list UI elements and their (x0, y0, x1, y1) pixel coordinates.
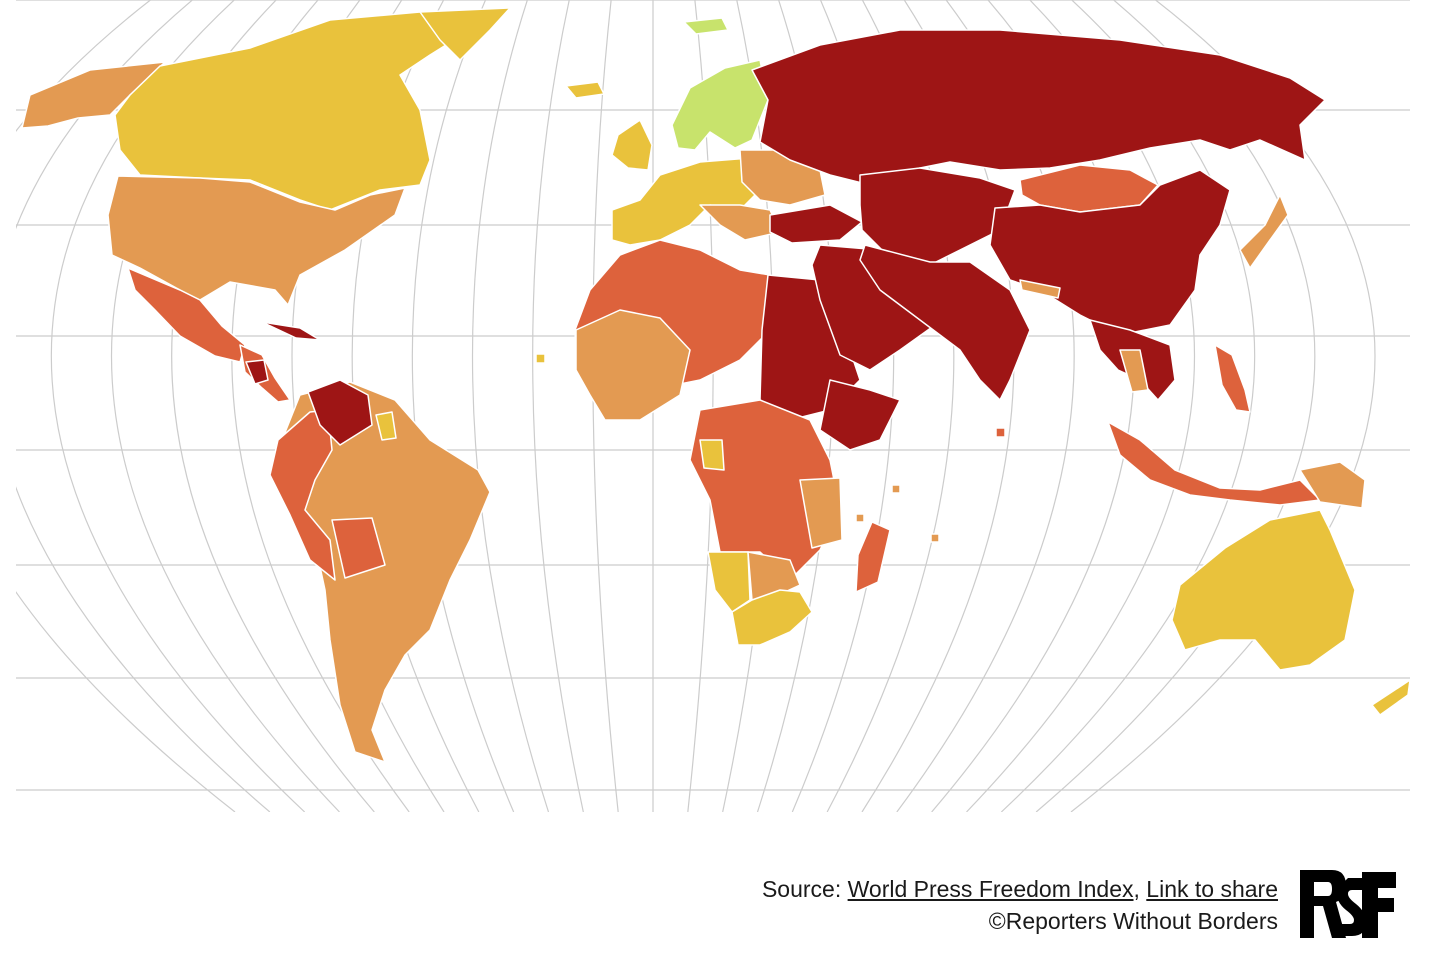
world-press-freedom-index-link[interactable]: World Press Freedom Index (847, 876, 1134, 902)
region-ethiopia-somalia[interactable] (819, 379, 901, 451)
meridian-line (411, 0, 515, 812)
meridian-line (532, 0, 584, 812)
source-prefix: Source: (761, 876, 848, 902)
region-island-cabo-verde[interactable] (535, 353, 546, 364)
region-island-comoros[interactable] (891, 484, 901, 494)
region-gabon[interactable] (699, 439, 725, 471)
meridian-line (16, 0, 236, 812)
region-nepal[interactable] (1019, 279, 1061, 299)
copyright-text: ©Reporters Without Borders (988, 908, 1278, 934)
region-russia[interactable] (751, 29, 1326, 186)
region-greenland[interactable] (419, 7, 511, 61)
region-central-asia[interactable] (859, 167, 1016, 266)
world-map-svg (16, 0, 1410, 812)
region-island-mauritius[interactable] (930, 533, 940, 543)
link-to-share[interactable]: Link to share (1146, 876, 1278, 902)
region-alaska[interactable] (21, 61, 166, 129)
source-separator: , (1133, 876, 1147, 902)
region-new-zealand[interactable] (1371, 679, 1410, 716)
region-thailand[interactable] (1119, 349, 1149, 393)
region-south-africa[interactable] (731, 589, 813, 646)
source-line: Source: World Press Freedom Index, Link … (762, 876, 1278, 903)
region-bolivia[interactable] (331, 517, 386, 579)
world-press-freedom-map[interactable] (0, 0, 1456, 830)
region-central-africa[interactable] (689, 399, 841, 581)
region-nordics[interactable] (671, 59, 769, 151)
region-japan[interactable] (1239, 194, 1289, 269)
region-usa[interactable] (107, 175, 406, 306)
region-uk[interactable] (611, 119, 653, 171)
meridian-line (16, 0, 271, 812)
region-iran-south-asia[interactable] (859, 244, 1031, 401)
region-svalbard[interactable] (683, 17, 729, 35)
region-balkans[interactable] (699, 204, 781, 241)
region-mexico[interactable] (127, 267, 246, 363)
region-cuba[interactable] (261, 321, 321, 341)
rsf-logo (1298, 870, 1398, 938)
region-indonesia[interactable] (1107, 421, 1321, 506)
region-madagascar[interactable] (855, 521, 891, 593)
region-namibia[interactable] (707, 551, 751, 613)
meridian-line (471, 0, 550, 812)
region-papua[interactable] (1299, 461, 1366, 509)
meridian-line (50, 0, 306, 812)
region-nicaragua[interactable] (245, 359, 269, 385)
region-philippines[interactable] (1214, 344, 1251, 413)
region-australia[interactable] (1171, 509, 1356, 671)
region-venezuela[interactable] (307, 379, 373, 446)
region-east-africa[interactable] (799, 477, 843, 549)
region-west-africa[interactable] (575, 309, 691, 421)
region-island-seychelles[interactable] (995, 427, 1006, 438)
map-footer: Source: World Press Freedom Index, Link … (0, 860, 1456, 961)
region-guyana[interactable] (375, 411, 397, 441)
region-turkey[interactable] (769, 204, 863, 244)
region-island-reunion[interactable] (855, 513, 865, 523)
region-iceland[interactable] (565, 81, 605, 99)
